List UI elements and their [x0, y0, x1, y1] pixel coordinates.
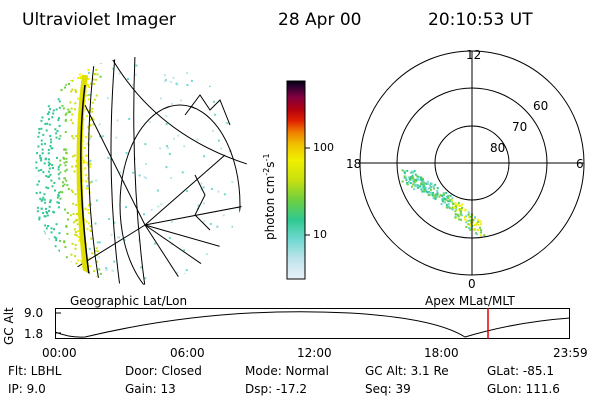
info-door: Door: Closed — [125, 364, 202, 378]
color-scale-bar — [286, 80, 310, 280]
altitude-xtick-2: 12:00 — [297, 346, 332, 360]
mlt-label-18: 18 — [346, 157, 362, 171]
altitude-ytick-low: 1.8 — [24, 327, 44, 341]
geographic-image — [35, 57, 247, 285]
mlt-label-6: 6 — [576, 157, 584, 171]
geographic-projection-label: Geographic Lat/Lon — [70, 294, 188, 308]
info-glon: GLon: 111.6 — [487, 382, 560, 396]
colorbar-label: photon cm-2s-1 — [262, 153, 277, 240]
info-glat: GLat: -85.1 — [487, 364, 554, 378]
lat-label-60: 60 — [533, 99, 549, 113]
altitude-ylabel: GC Alt — [2, 307, 16, 345]
time-label: 20:10:53 UT — [428, 10, 533, 30]
date-label: 28 Apr 00 — [278, 10, 362, 30]
altitude-plot — [55, 308, 570, 339]
info-mode: Mode: Normal — [245, 364, 329, 378]
apex-projection-label: Apex MLat/MLT — [425, 294, 515, 308]
lat-label-70: 70 — [512, 120, 528, 134]
altitude-xtick-3: 18:00 — [424, 346, 459, 360]
altitude-xtick-4: 23:59 — [553, 346, 588, 360]
colorbar-label-text: photon cm — [263, 175, 277, 240]
altitude-xtick-1: 06:00 — [170, 346, 205, 360]
info-ip: IP: 9.0 — [8, 382, 46, 396]
uv-emission-speckle — [35, 57, 247, 285]
info-filter: Flt: LBHL — [8, 364, 62, 378]
polar-mlt-plot — [359, 50, 585, 276]
mlt-label-0: 0 — [468, 277, 476, 291]
altitude-ytick-high: 9.0 — [24, 306, 44, 320]
colorbar-tick-100: 100 — [313, 141, 334, 154]
info-seq: Seq: 39 — [365, 382, 411, 396]
colorbar-label-exp2: -1 — [262, 153, 271, 162]
instrument-title: Ultraviolet Imager — [22, 10, 176, 30]
mlt-label-12: 12 — [466, 48, 482, 62]
colorbar-label-s: s — [263, 161, 277, 168]
colorbar-tick-10: 10 — [313, 228, 327, 241]
lat-label-80: 80 — [490, 141, 506, 155]
info-gc-alt: GC Alt: 3.1 Re — [365, 364, 449, 378]
altitude-xtick-0: 00:00 — [42, 346, 77, 360]
info-gain: Gain: 13 — [125, 382, 176, 396]
colorbar-label-exp1: -2 — [262, 167, 271, 176]
info-dsp: Dsp: -17.2 — [245, 382, 308, 396]
polar-emission — [401, 169, 486, 237]
